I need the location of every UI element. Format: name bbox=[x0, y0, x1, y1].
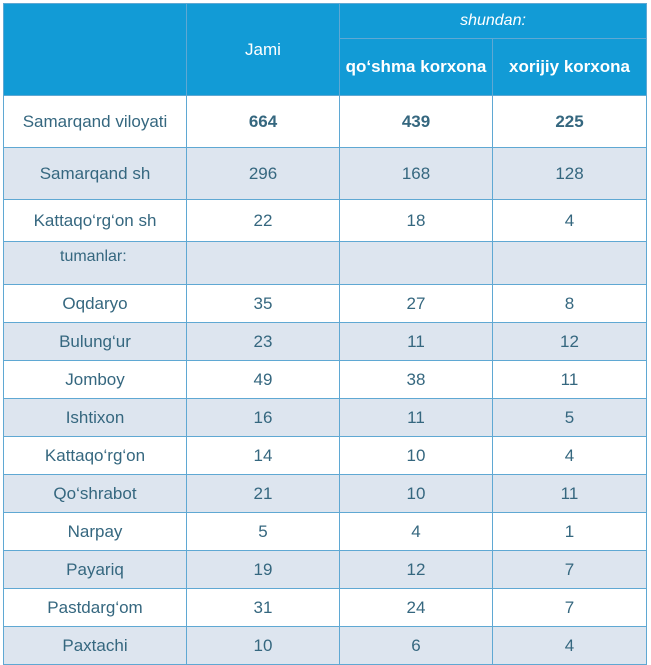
row-qoshma: 12 bbox=[339, 550, 493, 589]
subheading-empty bbox=[492, 241, 647, 285]
row-qoshma: 27 bbox=[339, 284, 493, 323]
row-qoshma: 10 bbox=[339, 436, 493, 475]
header-qoshma-korxona: qo‘shma korxona bbox=[339, 38, 493, 96]
row-name: Jomboy bbox=[3, 360, 187, 399]
table-row: Paxtachi 10 6 4 bbox=[3, 626, 647, 665]
subheading-empty bbox=[339, 241, 493, 285]
subheading-empty bbox=[186, 241, 340, 285]
row-qoshma: 11 bbox=[339, 322, 493, 361]
row-qoshma: 38 bbox=[339, 360, 493, 399]
row-jami: 35 bbox=[186, 284, 340, 323]
header-region-cell bbox=[3, 3, 187, 96]
row-name: Qo‘shrabot bbox=[3, 474, 187, 513]
row-xorijiy: 1 bbox=[492, 512, 647, 551]
row-xorijiy: 8 bbox=[492, 284, 647, 323]
row-name: Samarqand sh bbox=[3, 147, 187, 200]
row-qoshma: 18 bbox=[339, 199, 493, 242]
row-name: Bulung‘ur bbox=[3, 322, 187, 361]
row-jami: 10 bbox=[186, 626, 340, 665]
row-name: Kattaqo‘rg‘on sh bbox=[3, 199, 187, 242]
table-row: Kattaqo‘rg‘on 14 10 4 bbox=[3, 436, 647, 475]
row-xorijiy: 5 bbox=[492, 398, 647, 437]
row-jami: 22 bbox=[186, 199, 340, 242]
row-xorijiy: 11 bbox=[492, 474, 647, 513]
total-jami: 664 bbox=[186, 95, 340, 148]
header-shundan: shundan: bbox=[339, 3, 647, 39]
table-row: Kattaqo‘rg‘on sh 22 18 4 bbox=[3, 199, 647, 242]
table-header: Jami shundan: qo‘shma korxona xorijiy ko… bbox=[3, 3, 647, 96]
row-qoshma: 6 bbox=[339, 626, 493, 665]
row-jami: 31 bbox=[186, 588, 340, 627]
total-qoshma: 439 bbox=[339, 95, 493, 148]
header-xorijiy-korxona: xorijiy korxona bbox=[492, 38, 647, 96]
table-body: Samarqand viloyati 664 439 225 Samarqand… bbox=[3, 95, 647, 665]
row-jami: 21 bbox=[186, 474, 340, 513]
row-name: Pastdarg‘om bbox=[3, 588, 187, 627]
total-name: Samarqand viloyati bbox=[3, 95, 187, 148]
table-row: Pastdarg‘om 31 24 7 bbox=[3, 588, 647, 627]
row-name: Ishtixon bbox=[3, 398, 187, 437]
row-xorijiy: 4 bbox=[492, 436, 647, 475]
table-row: Qo‘shrabot 21 10 11 bbox=[3, 474, 647, 513]
row-qoshma: 24 bbox=[339, 588, 493, 627]
total-row: Samarqand viloyati 664 439 225 bbox=[3, 95, 647, 148]
row-name: Narpay bbox=[3, 512, 187, 551]
row-name: Oqdaryo bbox=[3, 284, 187, 323]
row-qoshma: 10 bbox=[339, 474, 493, 513]
subheading-label: tumanlar: bbox=[3, 241, 187, 285]
table-row: Narpay 5 4 1 bbox=[3, 512, 647, 551]
table-row: Samarqand sh 296 168 128 bbox=[3, 147, 647, 200]
header-jami: Jami bbox=[186, 3, 340, 96]
row-jami: 23 bbox=[186, 322, 340, 361]
row-jami: 5 bbox=[186, 512, 340, 551]
row-xorijiy: 4 bbox=[492, 199, 647, 242]
row-jami: 14 bbox=[186, 436, 340, 475]
row-jami: 296 bbox=[186, 147, 340, 200]
row-xorijiy: 12 bbox=[492, 322, 647, 361]
enterprise-table: Jami shundan: qo‘shma korxona xorijiy ko… bbox=[3, 3, 647, 665]
row-qoshma: 11 bbox=[339, 398, 493, 437]
row-jami: 19 bbox=[186, 550, 340, 589]
row-xorijiy: 128 bbox=[492, 147, 647, 200]
total-xorijiy: 225 bbox=[492, 95, 647, 148]
table-row: Bulung‘ur 23 11 12 bbox=[3, 322, 647, 361]
row-xorijiy: 11 bbox=[492, 360, 647, 399]
table-row: Jomboy 49 38 11 bbox=[3, 360, 647, 399]
row-name: Paxtachi bbox=[3, 626, 187, 665]
row-xorijiy: 7 bbox=[492, 588, 647, 627]
row-jami: 49 bbox=[186, 360, 340, 399]
row-name: Payariq bbox=[3, 550, 187, 589]
row-xorijiy: 7 bbox=[492, 550, 647, 589]
enterprise-table-container: Jami shundan: qo‘shma korxona xorijiy ko… bbox=[3, 3, 647, 665]
row-qoshma: 4 bbox=[339, 512, 493, 551]
table-row: Ishtixon 16 11 5 bbox=[3, 398, 647, 437]
table-row: Oqdaryo 35 27 8 bbox=[3, 284, 647, 323]
subheading-row: tumanlar: bbox=[3, 241, 647, 285]
row-qoshma: 168 bbox=[339, 147, 493, 200]
row-xorijiy: 4 bbox=[492, 626, 647, 665]
row-name: Kattaqo‘rg‘on bbox=[3, 436, 187, 475]
row-jami: 16 bbox=[186, 398, 340, 437]
table-row: Payariq 19 12 7 bbox=[3, 550, 647, 589]
